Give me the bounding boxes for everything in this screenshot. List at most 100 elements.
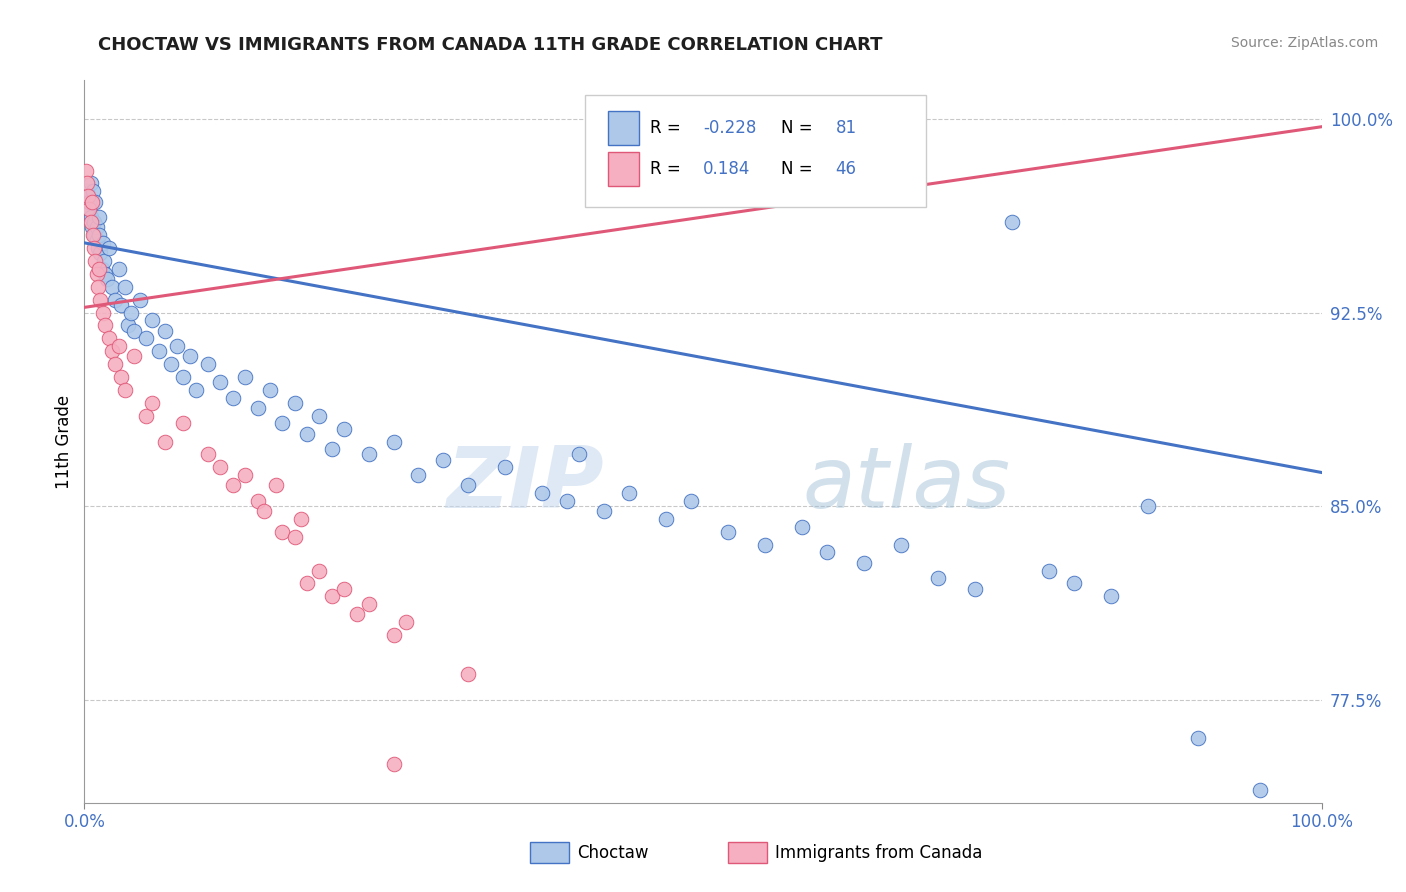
Point [120,305,142,319]
FancyBboxPatch shape [530,842,569,863]
Point [395,615,418,630]
Point [84,253,107,268]
Point [79,177,101,191]
Point [79,210,101,224]
Point [77,189,100,203]
Point [93,253,115,268]
Point [264,478,287,492]
Point [84,194,107,209]
Point [321,442,343,457]
Point [617,486,640,500]
Text: R =: R = [650,119,686,137]
Point [555,494,578,508]
Point [259,383,281,397]
Point [494,460,516,475]
Point [122,324,145,338]
Point [100,344,122,359]
FancyBboxPatch shape [607,111,638,145]
Point [114,383,136,397]
Text: Source: ZipAtlas.com: Source: ZipAtlas.com [1230,36,1378,50]
Point [135,331,157,345]
Text: CHOCTAW VS IMMIGRANTS FROM CANADA 11TH GRADE CORRELATION CHART: CHOCTAW VS IMMIGRANTS FROM CANADA 11TH G… [98,36,883,54]
Point [1063,576,1085,591]
Point [679,494,702,508]
Point [108,261,131,276]
Point [382,757,405,772]
Point [284,530,307,544]
Point [246,494,269,508]
Point [89,210,111,224]
Point [110,298,132,312]
Point [117,318,139,333]
Text: N =: N = [780,161,818,178]
Point [100,279,122,293]
Point [209,460,232,475]
Point [79,215,101,229]
Point [172,417,194,431]
Point [222,391,245,405]
Point [308,564,330,578]
Point [815,545,838,559]
Point [122,350,145,364]
Point [98,241,121,255]
Point [432,452,454,467]
Point [86,220,108,235]
Point [153,324,176,338]
Point [91,235,114,250]
Point [457,478,479,492]
Point [271,524,294,539]
Point [75,163,97,178]
Y-axis label: 11th Grade: 11th Grade [55,394,73,489]
Point [89,293,111,307]
Point [135,409,157,423]
Point [233,370,256,384]
Text: Immigrants from Canada: Immigrants from Canada [775,844,983,862]
Point [333,582,356,596]
Point [295,576,318,591]
Point [129,293,152,307]
Text: ZIP: ZIP [446,443,605,526]
Point [141,396,163,410]
Point [91,305,114,319]
Point [83,241,105,255]
Point [321,590,343,604]
Text: N =: N = [780,119,818,137]
Point [927,571,949,585]
Point [76,184,98,198]
Point [82,184,104,198]
Point [83,215,105,229]
Point [96,272,118,286]
Point [166,339,188,353]
Point [1001,215,1024,229]
Point [148,344,170,359]
Point [79,194,101,209]
Point [76,177,98,191]
Text: 81: 81 [835,119,856,137]
Point [89,228,111,243]
Point [284,396,307,410]
Text: atlas: atlas [801,443,1010,526]
Point [197,447,219,461]
FancyBboxPatch shape [607,152,638,186]
Point [104,293,127,307]
Point [108,339,131,353]
Point [94,267,117,281]
Point [104,357,127,371]
Point [75,189,97,203]
Point [408,468,430,483]
Point [457,666,479,681]
Point [94,318,117,333]
Point [89,246,111,260]
Point [717,524,740,539]
Point [253,504,276,518]
Point [160,357,183,371]
Point [86,267,108,281]
Point [357,597,380,611]
Text: R =: R = [650,161,686,178]
Point [90,261,112,276]
Point [98,331,121,345]
Point [1099,590,1122,604]
FancyBboxPatch shape [585,95,925,207]
Point [82,228,104,243]
Point [295,426,318,441]
